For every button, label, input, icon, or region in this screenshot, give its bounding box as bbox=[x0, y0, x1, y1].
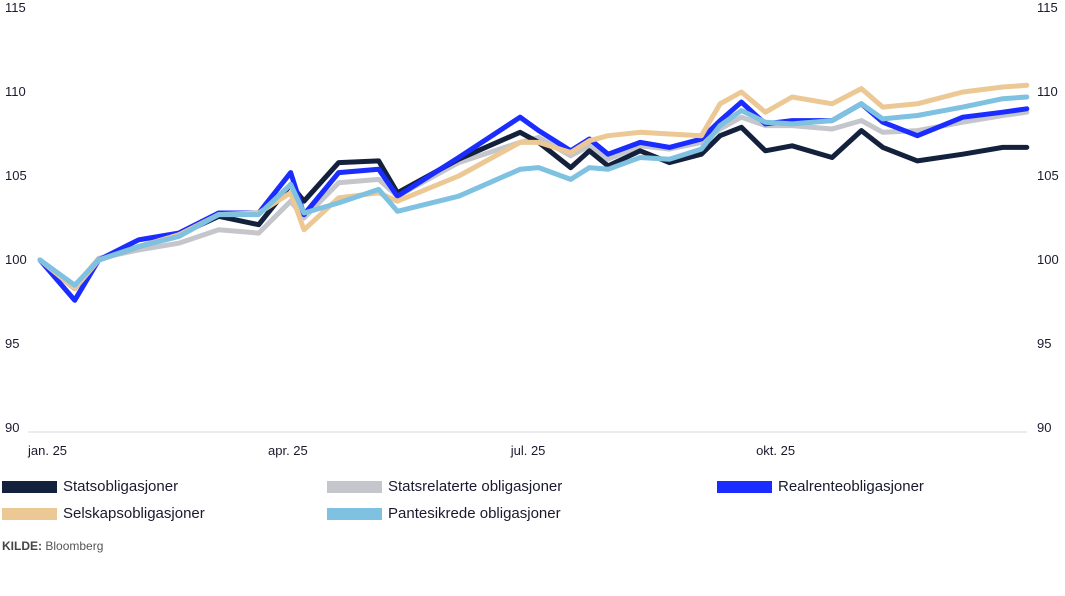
legend-swatch bbox=[327, 480, 382, 493]
legend-swatch bbox=[327, 507, 382, 520]
legend-label: Selskapsobligasjoner bbox=[63, 505, 205, 522]
legend-item: Statsobligasjoner bbox=[2, 478, 178, 495]
y-tick-label-right: 110 bbox=[1037, 84, 1058, 99]
legend-label: Pantesikrede obligasjoner bbox=[388, 505, 561, 522]
x-tick-label: jul. 25 bbox=[510, 443, 546, 458]
legend-swatch bbox=[717, 480, 772, 493]
line-chart: 90 90 95 95 100 100 105 105 110 110 115 115 jan. 25 a… bbox=[5, 0, 1059, 458]
y-tick-label-left: 90 bbox=[5, 420, 19, 435]
series-line bbox=[37, 94, 1030, 288]
y-tick-label-left: 115 bbox=[5, 0, 26, 15]
legend-swatch bbox=[2, 480, 57, 493]
y-tick-label-right: 105 bbox=[1037, 168, 1059, 183]
legend-item: Selskapsobligasjoner bbox=[2, 505, 205, 522]
y-tick-label-left: 100 bbox=[5, 252, 27, 267]
legend-item: Pantesikrede obligasjoner bbox=[327, 505, 561, 522]
series-line bbox=[37, 124, 1030, 292]
legend-item: Realrenteobligasjoner bbox=[717, 478, 924, 495]
y-tick-label-left: 105 bbox=[5, 168, 27, 183]
legend-label: Statsrelaterte obligasjoner bbox=[388, 478, 563, 495]
y-tick-label-right: 115 bbox=[1037, 0, 1058, 15]
legend-label: Statsobligasjoner bbox=[63, 478, 179, 495]
source-text: Bloomberg bbox=[45, 539, 104, 553]
legend-label: Realrenteobligasjoner bbox=[778, 478, 924, 495]
x-tick-label: jan. 25 bbox=[27, 443, 67, 458]
series-line bbox=[37, 109, 1030, 290]
y-tick-label-right: 100 bbox=[1037, 252, 1059, 267]
x-tick-label: apr. 25 bbox=[268, 443, 308, 458]
y-tick-label-left: 95 bbox=[5, 336, 19, 351]
y-tick-label-right: 95 bbox=[1037, 336, 1051, 351]
y-tick-label-right: 90 bbox=[1037, 420, 1051, 435]
legend-item: Statsrelaterte obligasjoner bbox=[327, 478, 562, 495]
source-note: KILDE: Bloomberg bbox=[2, 539, 103, 553]
y-tick-label-left: 110 bbox=[5, 84, 26, 99]
legend-swatch bbox=[2, 507, 57, 520]
source-label: KILDE: bbox=[2, 539, 42, 553]
x-tick-label: okt. 25 bbox=[756, 443, 795, 458]
